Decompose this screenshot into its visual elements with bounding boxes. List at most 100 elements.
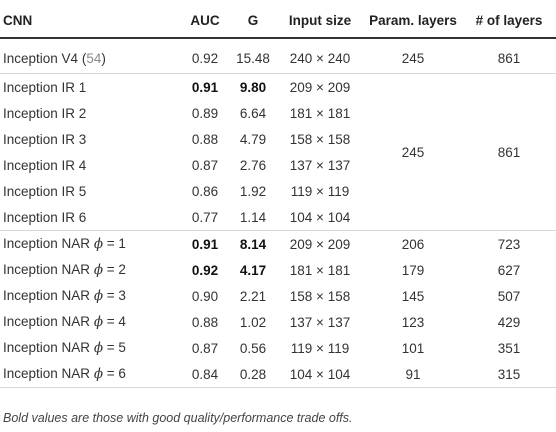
cell-auc: 0.84: [180, 361, 230, 388]
cell-cnn: Inception IR 1: [0, 74, 180, 101]
table-row: Inception NAR ϕ = 2 0.92 4.17 181 × 181 179 6…: [0, 257, 556, 283]
cell-num-layers: 507: [497, 288, 521, 304]
cell-cnn: Inception NAR ϕ = 4: [0, 309, 180, 335]
cell-auc: 0.87: [191, 157, 219, 173]
cnn-name: Inception IR 5: [3, 183, 87, 199]
cell-input-size: 240 × 240: [276, 38, 364, 74]
cell-g: 2.76: [239, 157, 267, 173]
cell-g: 8.14: [239, 236, 267, 252]
cnn-name: Inception NAR: [3, 262, 91, 277]
cell-auc: 0.91: [191, 236, 219, 252]
cnn-name: Inception V4: [3, 50, 79, 66]
cell-param-layers: 245: [364, 38, 462, 74]
cell-auc: 0.89: [191, 105, 219, 121]
table-footnote: Bold values are those with good quality/…: [3, 411, 353, 425]
cell-auc: 0.87: [191, 340, 219, 356]
cnn-name: Inception IR 3: [3, 131, 87, 147]
cell-cnn: Inception NAR ϕ = 5: [0, 335, 180, 361]
cell-input-size: 181 × 181: [289, 105, 351, 121]
cell-num-layers-shared: 861: [462, 73, 556, 231]
cell-param-layers: 145: [401, 288, 425, 304]
table-row: Inception NAR ϕ = 4 0.88 1.02 137 × 137 123 4…: [0, 309, 556, 335]
cell-param-layers: 91: [364, 361, 462, 388]
cell-num-layers: 351: [497, 340, 521, 356]
cell-auc: 0.88: [191, 131, 219, 147]
cell-cnn: Inception IR 2: [0, 100, 180, 126]
cell-param-layers-shared: 245: [364, 73, 462, 231]
cell-g: 0.56: [239, 340, 267, 356]
cell-input-size: 158 × 158: [289, 131, 351, 147]
phi-symbol: ϕ: [93, 314, 104, 330]
cell-num-layers: 723: [497, 236, 521, 252]
cnn-name: Inception NAR: [3, 288, 91, 303]
cell-input-size: 137 × 137: [289, 157, 351, 173]
header-param-layers: Param. layers: [364, 4, 462, 39]
cell-auc: 0.88: [191, 314, 219, 330]
table-row: Inception NAR ϕ = 3 0.90 2.21 158 × 158 145 5…: [0, 283, 556, 309]
phi-symbol: ϕ: [93, 288, 104, 304]
cell-input-size: 158 × 158: [289, 288, 351, 304]
cell-num-layers: 429: [497, 314, 521, 330]
header-row: CNN AUC G Input size Param. layers # of …: [0, 4, 556, 39]
cell-input-size: 209 × 209: [289, 79, 351, 95]
table-row: Inception NAR ϕ = 5 0.87 0.56 119 × 119 101 3…: [0, 335, 556, 361]
cell-input-size: 119 × 119: [290, 340, 350, 356]
table-row: Inception NAR ϕ = 1 0.91 8.14 209 × 209 206 7…: [0, 231, 556, 258]
cell-cnn: Inception IR 6: [0, 204, 180, 231]
cell-cnn: Inception IR 5: [0, 178, 180, 204]
cell-g: 0.28: [230, 361, 276, 388]
table-row: Inception NAR ϕ = 6 0.84 0.28 104 × 104 91 31…: [0, 361, 556, 388]
cnn-name: Inception IR 2: [3, 105, 87, 121]
cell-g: 4.79: [239, 131, 267, 147]
cell-param-layers: 123: [401, 314, 425, 330]
results-table: CNN AUC G Input size Param. layers # of …: [0, 4, 556, 388]
phi-value: = 6: [103, 366, 126, 381]
cell-param-layers: 206: [401, 236, 425, 252]
cell-g: 6.64: [239, 105, 267, 121]
table-row: Inception IR 5 0.86 1.92 119 × 119: [0, 178, 556, 204]
cell-input-size: 104 × 104: [276, 361, 364, 388]
cell-cnn: Inception IR 3: [0, 126, 180, 152]
cell-cnn: Inception NAR ϕ = 3: [0, 283, 180, 309]
cell-param-layers: 101: [401, 340, 425, 356]
cell-cnn: Inception NAR ϕ = 1: [0, 231, 180, 258]
phi-value: = 2: [103, 262, 126, 277]
cell-auc: 0.91: [191, 79, 219, 95]
header-input-size: Input size: [276, 4, 364, 39]
phi-symbol: ϕ: [93, 262, 104, 278]
cell-auc: 0.86: [191, 183, 219, 199]
citation-ref: (54): [78, 50, 106, 66]
cell-g: 15.48: [230, 38, 276, 74]
cell-g: 2.21: [239, 288, 267, 304]
header-cnn: CNN: [0, 4, 180, 39]
phi-symbol: ϕ: [93, 236, 104, 252]
cell-g: 9.80: [239, 79, 267, 95]
cell-num-layers: 315: [462, 361, 556, 388]
table-row: Inception V4 (54) 0.92 15.48 240 × 240 245 86…: [0, 38, 556, 74]
cell-g: 4.17: [239, 262, 267, 278]
cell-input-size: 137 × 137: [289, 314, 351, 330]
cnn-name: Inception NAR: [3, 340, 91, 355]
phi-symbol: ϕ: [93, 340, 104, 356]
cell-input-size: 119 × 119: [290, 183, 350, 199]
cell-num-layers: 861: [462, 38, 556, 74]
phi-symbol: ϕ: [93, 366, 104, 382]
cell-auc: 0.77: [180, 204, 230, 231]
phi-value: = 3: [103, 288, 126, 303]
header-g: G: [230, 4, 276, 39]
cell-auc: 0.92: [191, 262, 219, 278]
citation-number[interactable]: 54: [86, 50, 102, 66]
table-row: Inception IR 4 0.87 2.76 137 × 137: [0, 152, 556, 178]
phi-value: = 1: [103, 236, 126, 251]
cell-auc: 0.92: [180, 38, 230, 74]
cnn-name: Inception IR 1: [3, 79, 87, 95]
cell-param-layers: 179: [401, 262, 425, 278]
cell-input-size: 104 × 104: [276, 204, 364, 231]
table-row: Inception IR 6 0.77 1.14 104 × 104: [0, 204, 556, 231]
cell-input-size: 181 × 181: [289, 262, 351, 278]
cell-input-size: 209 × 209: [289, 236, 351, 252]
cnn-name: Inception NAR: [3, 236, 91, 251]
table-row: Inception IR 1 0.91 9.80 209 × 209 245 861: [0, 73, 556, 231]
cell-g: 1.02: [239, 314, 267, 330]
